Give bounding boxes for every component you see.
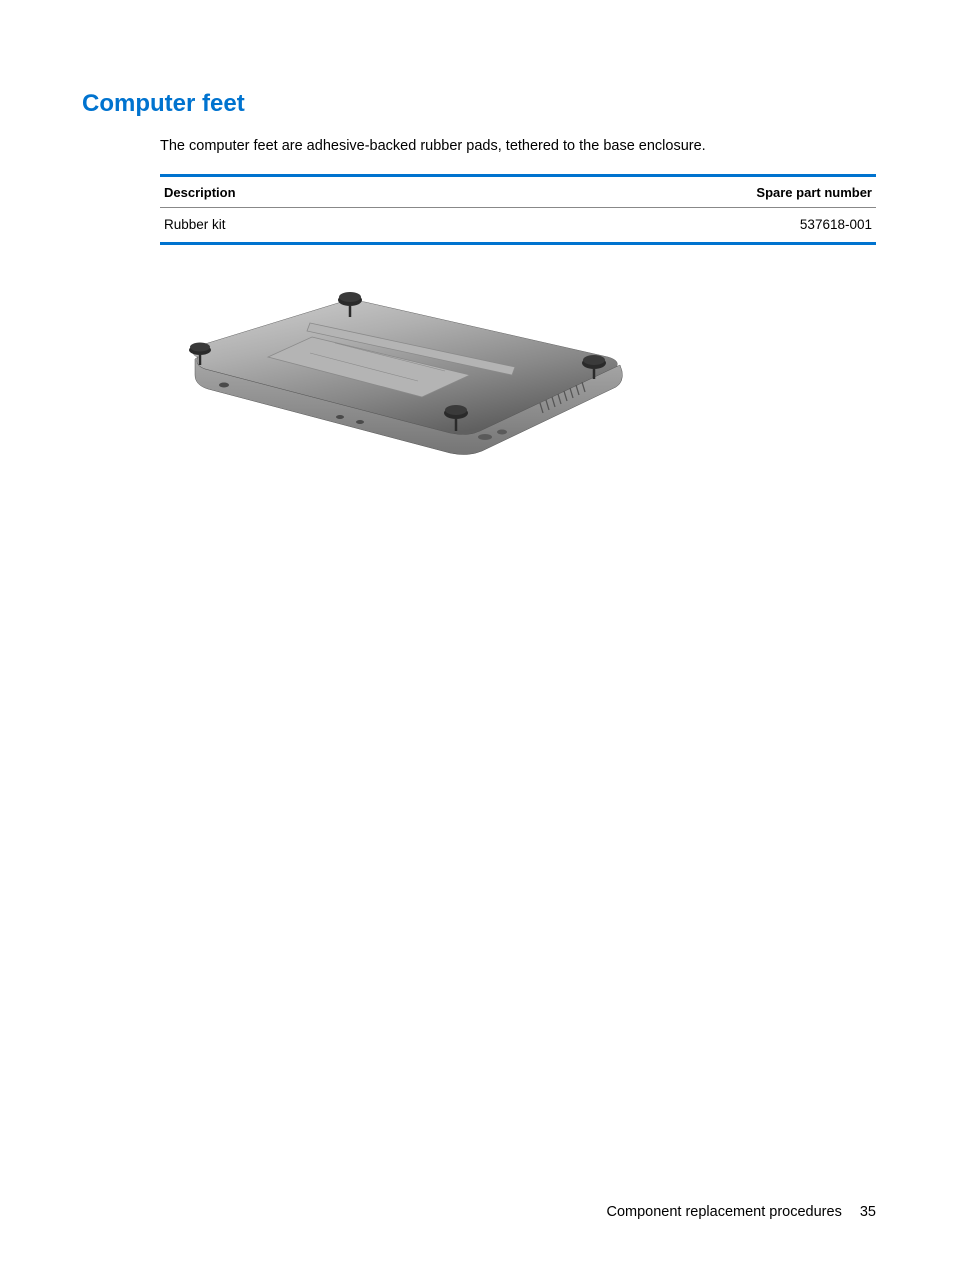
laptop-svg (160, 275, 635, 485)
table-header-row: Description Spare part number (160, 176, 876, 208)
front-detail (497, 430, 507, 435)
parts-table: Description Spare part number Rubber kit… (160, 174, 876, 245)
cell-spare-part: 537618-001 (440, 208, 876, 244)
intro-paragraph: The computer feet are adhesive-backed ru… (160, 136, 876, 156)
section-heading: Computer feet (82, 90, 876, 118)
footer-section-title: Component replacement procedures (606, 1204, 841, 1220)
col-spare-part: Spare part number (440, 176, 876, 208)
page-number: 35 (860, 1204, 876, 1220)
table-row: Rubber kit 537618-001 (160, 208, 876, 244)
laptop-bottom-illustration (160, 275, 635, 485)
screw-dot (219, 383, 229, 388)
cell-description: Rubber kit (160, 208, 440, 244)
screw-dot (356, 420, 364, 424)
screw-dot (336, 415, 344, 419)
page-footer: Component replacement procedures 35 (606, 1204, 876, 1220)
front-detail (478, 434, 492, 440)
col-description: Description (160, 176, 440, 208)
